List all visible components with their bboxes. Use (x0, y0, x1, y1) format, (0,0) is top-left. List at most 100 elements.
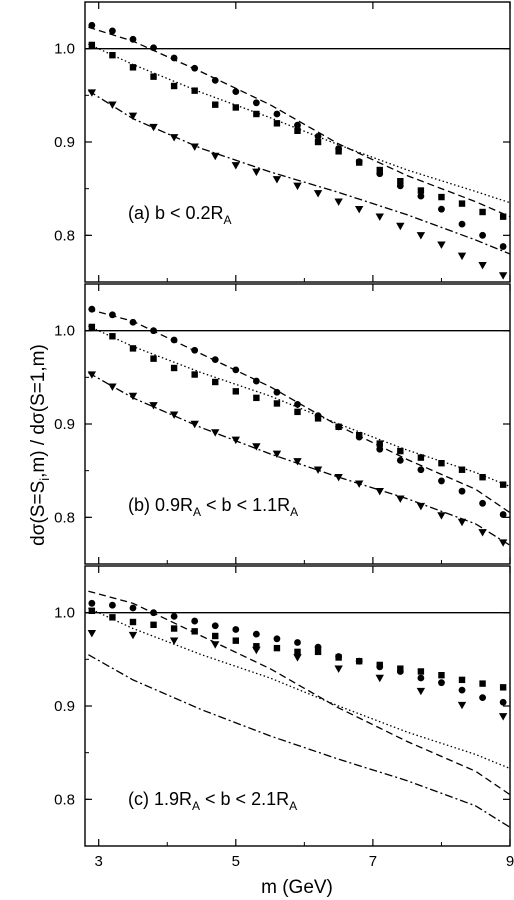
chart-panel-1: 0.8 0.9 1.0 (a) b < 0.2RA (54, 1, 511, 283)
triangle-marker (396, 222, 405, 231)
circle-marker (294, 121, 301, 129)
triangle-marker (190, 420, 199, 429)
square-marker (376, 661, 383, 669)
circle-marker (458, 686, 466, 694)
triangle-marker (87, 371, 97, 379)
triangle-marker (293, 654, 302, 662)
square-marker (150, 73, 157, 80)
triangle-marker (478, 262, 487, 270)
square-marker (129, 64, 137, 71)
circle-marker (479, 499, 486, 507)
circle-marker (170, 54, 178, 62)
triangle-marker (252, 443, 261, 451)
y-tick-label: 0.9 (54, 134, 75, 151)
triangle-marker (169, 134, 179, 142)
circle-marker (129, 318, 137, 326)
panel-label-subscript: A (192, 799, 200, 813)
panel-label-text: < b < 2.1R (200, 789, 289, 809)
circle-marker (170, 613, 178, 620)
triangle-marker (108, 383, 117, 391)
panel-label-text: (a) b < 0.2R (128, 203, 224, 223)
square-marker (253, 110, 260, 118)
square-marker (150, 621, 157, 628)
square-marker (294, 127, 301, 134)
square-marker (397, 178, 404, 185)
x-axis-label: m (GeV) (261, 877, 333, 898)
triangle-marker (169, 637, 179, 645)
triangle-marker (252, 168, 261, 177)
square-marker (314, 648, 322, 656)
chart-panel-2: 0.80.91.0(b) 0.9RA < b < 1.1RA (54, 283, 511, 565)
triangle-marker (272, 176, 282, 184)
circle-marker (150, 327, 157, 335)
triangle-marker (87, 630, 97, 638)
triangle-marker (498, 272, 508, 280)
square-marker (479, 680, 486, 687)
square-marker (109, 52, 116, 59)
chart-panel-3: 0.80.91.03 5 7 9(c) 1.9RA < b < 2.1RA (54, 565, 514, 870)
triangle-marker (416, 232, 426, 240)
square-marker (88, 41, 96, 49)
square-marker (458, 200, 466, 207)
circle-marker (417, 192, 425, 200)
plot-frame (84, 283, 511, 565)
square-marker (273, 644, 281, 652)
circle-marker (438, 477, 445, 485)
triangle-marker (375, 488, 384, 496)
triangle-marker (169, 411, 179, 419)
circle-marker (191, 64, 199, 72)
circle-marker (232, 88, 240, 95)
y-axis-label-main: dσ(S=S (28, 481, 49, 546)
square-marker (191, 87, 198, 94)
circle-marker (479, 694, 486, 701)
circle-marker (294, 401, 301, 408)
square-marker (170, 625, 178, 632)
triangle-marker (498, 713, 508, 721)
circle-marker (191, 617, 199, 625)
circle-marker (109, 601, 116, 609)
circle-marker (129, 35, 137, 43)
dotted-curve (88, 607, 511, 770)
dashdot-curve (88, 654, 511, 828)
panel-label: (c) 1.9RA < b < 2.1RA (128, 789, 297, 813)
circle-marker (438, 679, 445, 687)
x-tick-label: 7 (369, 853, 377, 870)
dashed-curve (88, 308, 511, 514)
circle-marker (396, 457, 404, 464)
square-marker (499, 213, 507, 220)
panel-label-text: (b) 0.9R (128, 495, 193, 515)
x-tick-label: 5 (232, 853, 240, 870)
triangle-marker (190, 143, 199, 151)
circle-marker (88, 305, 96, 313)
square-marker (458, 466, 466, 473)
triangle-marker (128, 112, 138, 121)
triangle-marker (334, 665, 343, 673)
circle-marker (499, 243, 507, 250)
triangle-marker (128, 392, 138, 401)
circle-marker (232, 366, 240, 374)
square-marker (253, 394, 260, 402)
circle-marker (458, 487, 466, 495)
triangle-marker (457, 701, 467, 710)
square-marker (88, 323, 96, 331)
square-marker (417, 454, 425, 461)
y-tick-label: 0.9 (54, 416, 75, 433)
square-marker (479, 208, 486, 216)
circle-marker (211, 77, 219, 84)
triangle-marker (478, 529, 487, 537)
square-marker (294, 648, 301, 656)
y-tick-label: 1.0 (54, 323, 75, 340)
square-marker (212, 378, 219, 386)
square-marker (232, 104, 240, 111)
panel-label-subscript: A (193, 505, 201, 519)
y-tick-label: 0.8 (54, 791, 75, 808)
triangle-marker (334, 198, 343, 206)
y-axis-label: dσ(S=Si,m) / dσ(S=1,m) (28, 344, 52, 546)
panel-label: (a) b < 0.2RA (128, 203, 232, 227)
square-marker (397, 665, 404, 672)
dotted-curve (88, 43, 511, 204)
square-marker (458, 676, 466, 684)
triangle-marker (231, 436, 241, 445)
y-tick-label: 0.8 (54, 509, 75, 526)
